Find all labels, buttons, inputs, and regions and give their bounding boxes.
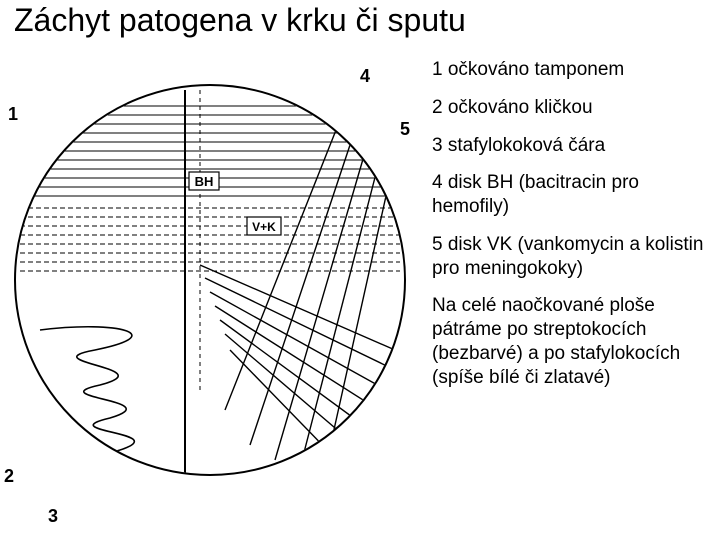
callout-5: 5 <box>400 119 410 139</box>
callout-2: 2 <box>4 466 14 486</box>
legend-item-5: 5 disk VK (vankomycin a kolistin pro men… <box>432 233 712 281</box>
legend-item-3: 3 stafylokoková čára <box>432 134 712 158</box>
legend-item-4: 4 disk BH (bacitracin pro hemofily) <box>432 171 712 219</box>
disk-bh-label: BH <box>195 174 214 189</box>
petri-diagram: BH V+K 1 4 5 2 3 <box>0 50 420 520</box>
legend-block: 1 očkováno tamponem 2 očkováno kličkou 3… <box>432 58 712 403</box>
callout-1: 1 <box>8 104 18 124</box>
legend-item-2: 2 očkováno kličkou <box>432 96 712 120</box>
callout-4: 4 <box>360 66 370 86</box>
disk-vk: V+K <box>247 217 281 235</box>
legend-item-1: 1 očkováno tamponem <box>432 58 712 82</box>
legend-note: Na celé naočkované ploše pátráme po stre… <box>432 294 712 389</box>
callout-3: 3 <box>48 506 58 526</box>
page-title: Záchyt patogena v krku či sputu <box>14 2 466 39</box>
disk-vk-label: V+K <box>252 220 276 234</box>
disk-bh: BH <box>189 172 219 190</box>
